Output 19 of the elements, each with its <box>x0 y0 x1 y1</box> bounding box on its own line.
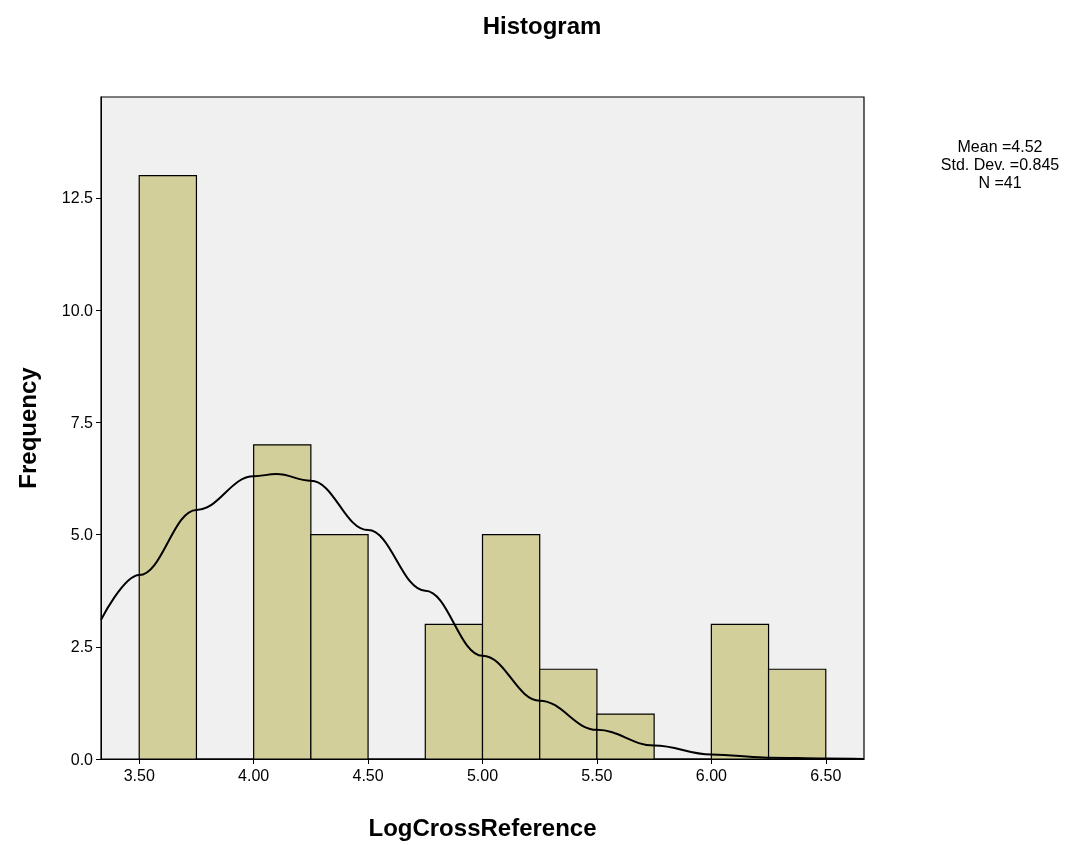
y-tick-label: 5.0 <box>70 526 94 544</box>
y-tick-label: 2.5 <box>70 638 94 656</box>
chart-title: Histogram <box>482 11 602 39</box>
x-tick-label: 6.00 <box>695 766 728 784</box>
y-axis-title: Frequency <box>13 366 41 489</box>
x-tick-label: 3.50 <box>123 766 155 784</box>
text: Std. Dev. =0.845 <box>940 155 1060 173</box>
text: Mean =4.52 <box>957 137 1043 155</box>
x-tick-label: 4.50 <box>352 766 384 784</box>
x-axis-title: LogCrossReference <box>368 813 597 841</box>
y-tick-label: 7.5 <box>70 413 94 431</box>
x-tick-label: 4.00 <box>238 766 270 784</box>
y-tick-label: 12.5 <box>61 189 94 207</box>
x-tick-label: 5.50 <box>581 766 613 784</box>
text: N =41 <box>978 173 1022 191</box>
x-tick-label: 6.50 <box>810 766 842 784</box>
x-tick-label: 5.00 <box>466 766 499 784</box>
y-tick-label: 0.0 <box>70 750 94 768</box>
y-tick-label: 10.0 <box>61 301 94 319</box>
